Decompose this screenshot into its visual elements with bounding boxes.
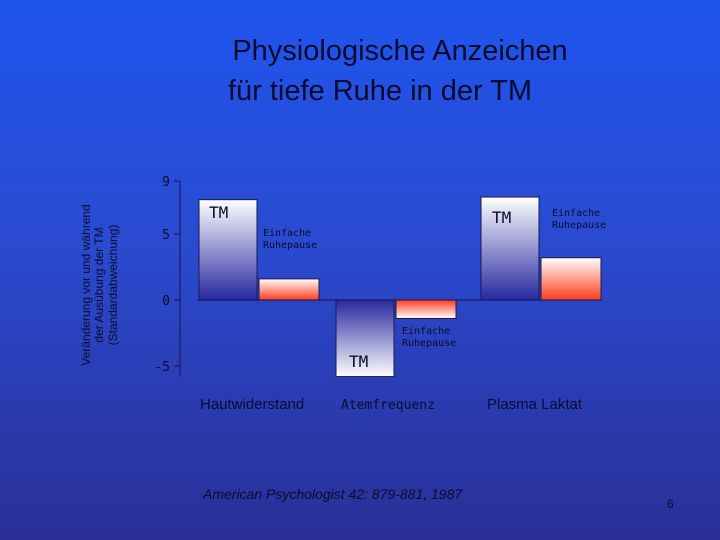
category-label-hautwiderstand: Hautwiderstand bbox=[200, 396, 305, 413]
chart-title-line-2: für tiefe Ruhe in der TM bbox=[227, 75, 533, 107]
bar-tm-hautwiderstand bbox=[198, 199, 258, 301]
bar-label-rest-plasma-laktat: Einfache Ruhepause bbox=[552, 208, 606, 232]
bar-label-tm-plasma-laktat: TM bbox=[492, 208, 512, 227]
bar-rest-atemfrequenz bbox=[395, 299, 457, 319]
bar-label-rest-line-1: Einfache bbox=[402, 326, 451, 337]
y-tick-label: 9 bbox=[162, 175, 170, 190]
category-label-plasma-laktat: Plasma Laktat bbox=[487, 396, 583, 413]
bar-tm-plasma-laktat bbox=[480, 196, 540, 301]
bar-label-rest-line-1: Einfache bbox=[552, 208, 601, 219]
y-tick-label: -5 bbox=[154, 360, 170, 375]
bar-label-rest-line-2: Ruhepause bbox=[263, 240, 318, 251]
source-citation: American Psychologist 42: 879-881, 1987 bbox=[203, 486, 463, 502]
bar-label-rest-atemfrequenz: Einfache Ruhepause bbox=[402, 326, 456, 350]
bar-label-rest-line-2: Ruhepause bbox=[402, 338, 457, 349]
page-number: 6 bbox=[667, 497, 674, 511]
bar-tm-atemfrequenz bbox=[335, 299, 395, 378]
bar-label-rest-line-2: Ruhepause bbox=[552, 220, 607, 231]
bar-label-rest-line-1: Einfache bbox=[263, 228, 312, 239]
chart-title-line-1: Physiologische Anzeichen bbox=[232, 35, 568, 67]
bar-label-tm-atemfrequenz: TM bbox=[349, 352, 369, 371]
bar-label-rest-hautwiderstand: Einfache Ruhepause bbox=[263, 228, 317, 252]
bar-rest-hautwiderstand bbox=[258, 278, 320, 301]
bar-rest-plasma-laktat bbox=[540, 257, 602, 301]
y-tick-label: 5 bbox=[162, 228, 170, 243]
y-tick-label: 0 bbox=[162, 294, 170, 309]
bar-label-tm-hautwiderstand: TM bbox=[209, 203, 229, 222]
category-label-atemfrequenz: Atemfrequenz bbox=[341, 398, 435, 413]
